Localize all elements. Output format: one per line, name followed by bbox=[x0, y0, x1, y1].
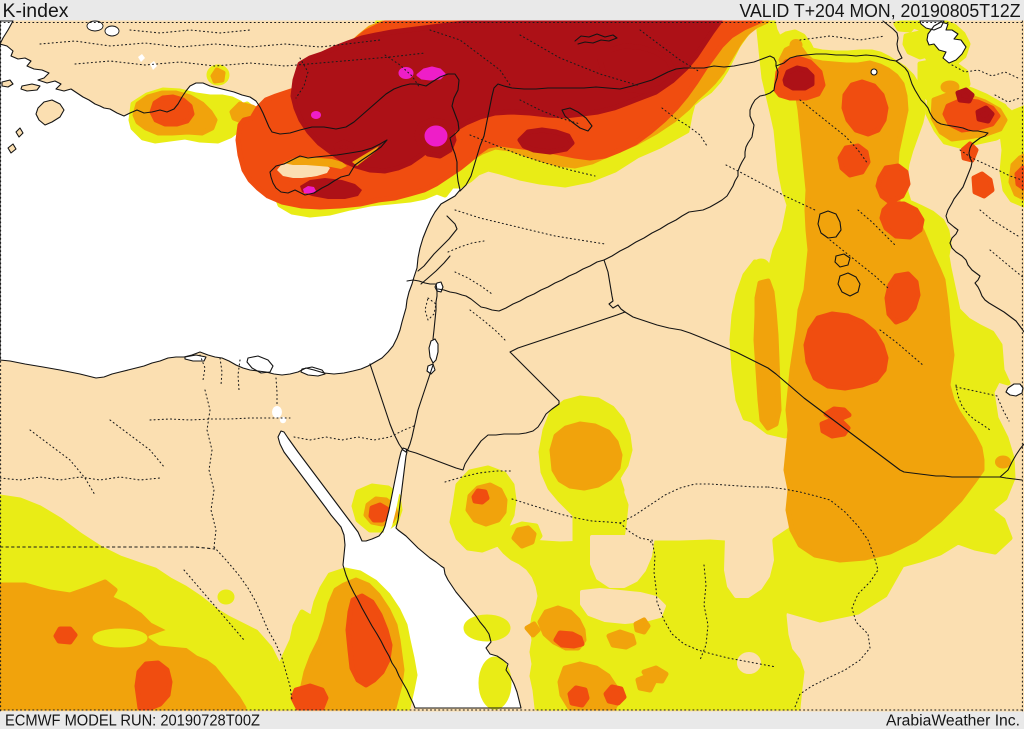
svg-text:ArabiaWeather Inc.: ArabiaWeather Inc. bbox=[886, 713, 1020, 729]
svg-text:K-index: K-index bbox=[3, 1, 70, 22]
svg-text:VALID T+204 MON, 20190805T12Z: VALID T+204 MON, 20190805T12Z bbox=[740, 1, 1021, 21]
svg-text:ECMWF MODEL RUN: 20190728T00Z: ECMWF MODEL RUN: 20190728T00Z bbox=[5, 713, 260, 729]
